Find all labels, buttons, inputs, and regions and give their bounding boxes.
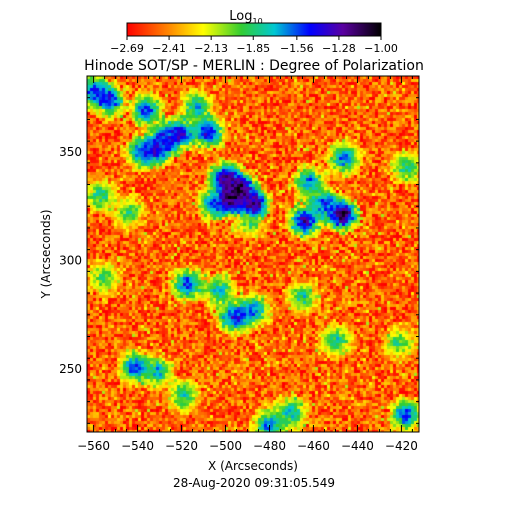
colorbar-label-sub: 10: [253, 17, 263, 26]
plot-frame: [86, 75, 420, 433]
polarization-heatmap: [87, 76, 419, 432]
colorbar-tick-label: −2.13: [194, 42, 228, 55]
colorbar-tick-label: −1.28: [322, 42, 356, 55]
x-tick-label: −440: [341, 439, 374, 453]
x-tick-label: −460: [297, 439, 330, 453]
x-axis-label: X (Arcseconds): [208, 459, 298, 473]
colorbar-tick-label: −1.00: [364, 42, 398, 55]
heatmap-plot-area: [87, 76, 419, 432]
x-axis: −560 −540 −520 −500 −480 −460 −440 −420: [77, 76, 418, 453]
colorbar: [126, 22, 382, 37]
y-tick-label: 300: [59, 254, 82, 268]
x-tick-label: −520: [165, 439, 198, 453]
chart-title: Hinode SOT/SP - MERLIN : Degree of Polar…: [84, 58, 424, 74]
y-axis: 250 300 350: [59, 97, 419, 424]
x-tick-label: −540: [121, 439, 154, 453]
x-tick-label: −480: [253, 439, 286, 453]
colorbar-tick-label: −1.85: [236, 42, 270, 55]
x-tick-label: −560: [77, 439, 110, 453]
colorbar-tick-label: −2.41: [152, 42, 186, 55]
observation-timestamp: 28-Aug-2020 09:31:05.549: [173, 476, 335, 490]
colorbar-label: Log10: [229, 9, 262, 26]
colorbar-label-base: Log: [229, 9, 252, 24]
y-axis-label: Y (Arcseconds): [39, 209, 53, 299]
y-tick-label: 350: [59, 145, 82, 159]
colorbar-ticks: −2.69 −2.41 −2.13 −1.85 −1.56 −1.28 −1.00: [110, 36, 398, 55]
x-tick-label: −420: [385, 439, 418, 453]
colorbar-tick-label: −2.69: [110, 42, 144, 55]
x-tick-label: −500: [209, 439, 242, 453]
colorbar-tick-label: −1.56: [280, 42, 314, 55]
y-tick-label: 250: [59, 362, 82, 376]
